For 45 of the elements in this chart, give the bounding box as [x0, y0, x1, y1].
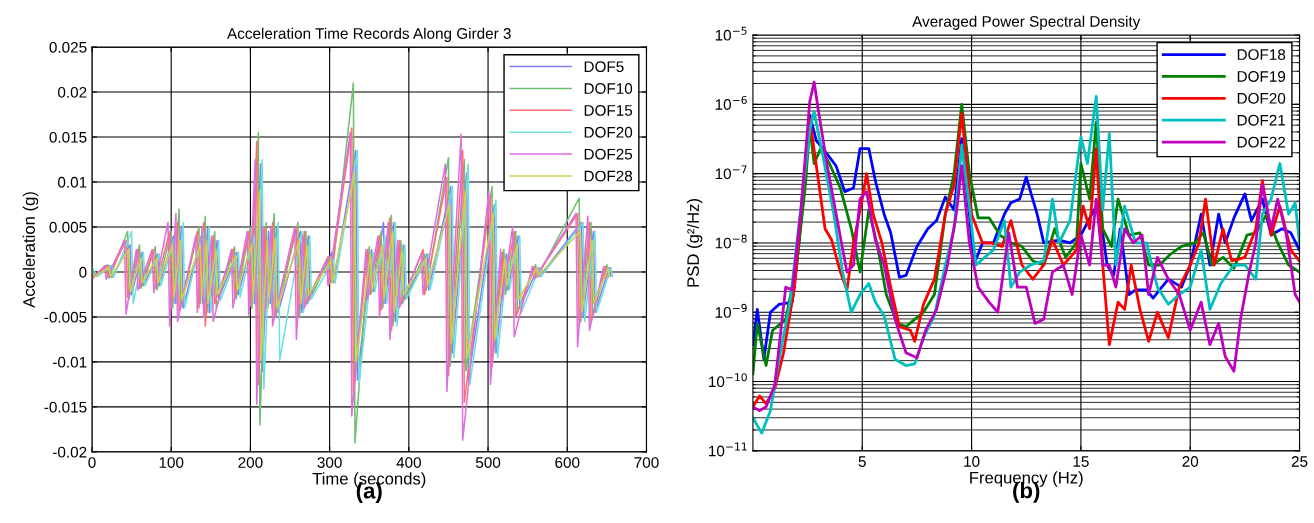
legend-label: DOF18	[1237, 49, 1286, 61]
chart-title: Averaged Power Spectral Density	[912, 15, 1141, 30]
legend-label: DOF28	[584, 170, 633, 182]
legend-label: DOF10	[584, 83, 633, 94]
y-tick-label: 0.01	[57, 176, 87, 188]
legend-label: DOF15	[584, 104, 633, 116]
x-tick-label: 20	[1182, 456, 1199, 467]
x-tick-label: 400	[396, 457, 421, 468]
y-axis-title: PSD (g²/Hz)	[686, 199, 703, 287]
legend-label: DOF22	[1237, 136, 1286, 148]
x-tick-label: 600	[555, 457, 580, 468]
chart-title: Acceleration Time Records Along Girder 3	[227, 27, 511, 42]
x-tick-label: 200	[238, 457, 263, 468]
y-tick-label: 10$^{−10}$	[709, 373, 747, 388]
legend-label: DOF19	[1237, 71, 1286, 82]
y-tick-label: 10$^{−9}$	[715, 303, 747, 318]
y-tick-label: -0.005	[44, 311, 87, 323]
y-tick-label: -0.01	[52, 356, 87, 368]
x-tick-label: 0	[88, 457, 96, 468]
y-tick-label: 0.02	[57, 86, 87, 98]
y-tick-label: 10$^{−11}$	[709, 442, 747, 457]
x-tick-label: 700	[634, 457, 659, 468]
legend-label: DOF20	[1237, 92, 1286, 104]
y-tick-label: 10$^{−6}$	[715, 95, 747, 110]
y-tick-label: 10$^{−5}$	[715, 26, 747, 41]
y-axis-title: Acceleration (g)	[22, 192, 39, 308]
x-tick-label: 25	[1291, 456, 1308, 467]
x-tick-label: 100	[159, 457, 184, 468]
y-tick-label: 10$^{−7}$	[715, 165, 747, 180]
legend-label: DOF20	[584, 126, 633, 138]
legend-label: DOF25	[584, 148, 633, 160]
y-tick-label: 0.015	[49, 131, 87, 143]
y-tick-label: 0	[79, 266, 87, 278]
x-tick-label: 15	[1073, 456, 1089, 467]
y-tick-label: 0.025	[49, 41, 87, 53]
y-tick-label: -0.015	[44, 401, 87, 413]
x-tick-label: 5	[858, 456, 866, 467]
legend-label: DOF5	[584, 61, 624, 73]
x-tick-label: 500	[475, 457, 501, 468]
y-tick-label: -0.02	[52, 446, 87, 458]
legend-label: DOF21	[1237, 114, 1286, 126]
x-tick-label: 10	[964, 456, 980, 467]
y-tick-label: 0.005	[49, 221, 87, 233]
y-tick-label: 10$^{−8}$	[715, 234, 747, 249]
x-tick-label: 300	[317, 457, 342, 468]
